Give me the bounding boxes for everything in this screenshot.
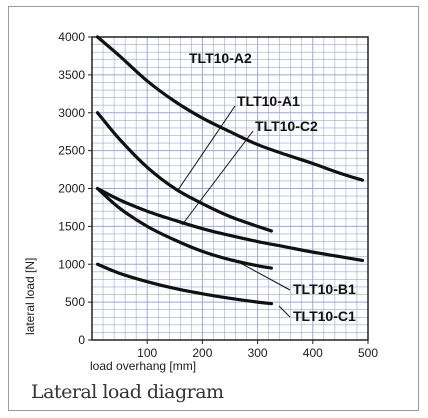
x-tick-label: 400 <box>303 346 323 360</box>
y-tick-label: 1000 <box>58 257 85 271</box>
y-tick-label: 0 <box>78 333 85 347</box>
series-line-tlt10-a1 <box>95 111 273 233</box>
leader-line-tlt10-c2 <box>181 130 254 226</box>
y-tick-label: 2000 <box>58 182 85 196</box>
leader-line-tlt10-c1 <box>278 305 291 318</box>
y-tick-label: 2500 <box>58 144 85 158</box>
series-line-tlt10-c2 <box>95 186 365 263</box>
series-label-tlt10-c2: TLT10-C2 <box>255 118 318 134</box>
x-tick-label: 200 <box>192 346 212 360</box>
y-axis-label: lateral load [N] <box>23 258 37 335</box>
leader-line-tlt10-b1 <box>232 258 291 291</box>
series-label-tlt10-b1: TLT10-B1 <box>293 281 356 297</box>
x-tick-label: 300 <box>248 346 268 360</box>
y-tick-label: 3000 <box>58 106 85 120</box>
series-label-tlt10-c1: TLT10-C1 <box>293 308 356 324</box>
x-tick-label: 500 <box>358 346 378 360</box>
x-tick-label: 100 <box>137 346 157 360</box>
leader-line-tlt10-a1 <box>177 105 236 191</box>
series-line-tlt10-a2 <box>95 35 365 182</box>
y-tick-label: 4000 <box>58 30 85 44</box>
y-tick-label: 3500 <box>58 68 85 82</box>
chart-caption: Lateral load diagram <box>31 381 224 403</box>
series-label-tlt10-a1: TLT10-A1 <box>237 93 300 109</box>
series-line-tlt10-b1 <box>95 186 273 270</box>
series-label-tlt10-a2: TLT10-A2 <box>189 50 252 66</box>
y-tick-label: 1500 <box>58 219 85 233</box>
lateral-load-chart: 0 500 1000 1500 2000 2500 3000 3500 4000 100 200 30… <box>23 30 378 373</box>
y-tick-label: 500 <box>65 295 85 309</box>
series-line-tlt10-c1 <box>95 262 273 306</box>
chart-frame: 0 500 1000 1500 2000 2500 3000 3500 4000 100 200 30… <box>8 6 419 411</box>
x-axis-label: load overhang [mm] <box>90 359 196 373</box>
